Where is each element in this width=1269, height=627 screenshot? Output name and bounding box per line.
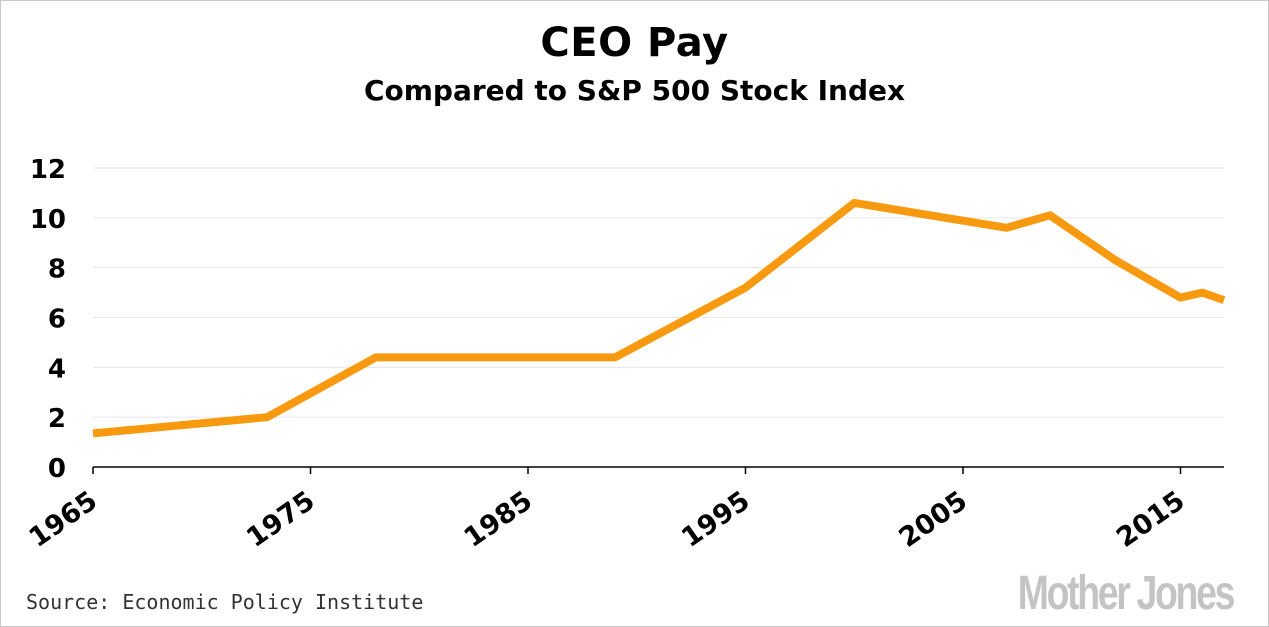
- source-note: Source: Economic Policy Institute: [26, 590, 424, 614]
- data-series: [92, 198, 1226, 438]
- y-tick-label: 12: [30, 155, 66, 185]
- y-tick-labels: 0 2 4 6 8 10 12: [30, 155, 66, 484]
- x-tick-label: 1965: [24, 485, 103, 554]
- y-tick-label: 4: [48, 354, 66, 384]
- gridlines: [93, 167, 1224, 418]
- x-tick-label: 1985: [459, 485, 538, 554]
- mother-jones-logo: Mother Jones: [1017, 567, 1236, 620]
- x-tick-label: 2005: [894, 485, 973, 554]
- chart-subtitle: Compared to S&P 500 Stock Index: [363, 74, 906, 107]
- y-tick-label: 8: [48, 255, 66, 285]
- x-axis: [92, 466, 1224, 474]
- x-tick-label: 2015: [1111, 485, 1190, 554]
- chart-title: CEO Pay: [540, 20, 729, 66]
- y-tick-label: 10: [30, 205, 66, 235]
- series-line: [92, 198, 1226, 438]
- y-tick-label: 0: [48, 454, 66, 484]
- x-tick-labels: 1965 1975 1985 1995 2005 2015: [24, 485, 1191, 554]
- x-tick-label: 1975: [241, 485, 320, 554]
- y-tick-label: 6: [48, 305, 66, 335]
- x-tick-label: 1995: [676, 485, 755, 554]
- y-tick-label: 2: [48, 404, 66, 434]
